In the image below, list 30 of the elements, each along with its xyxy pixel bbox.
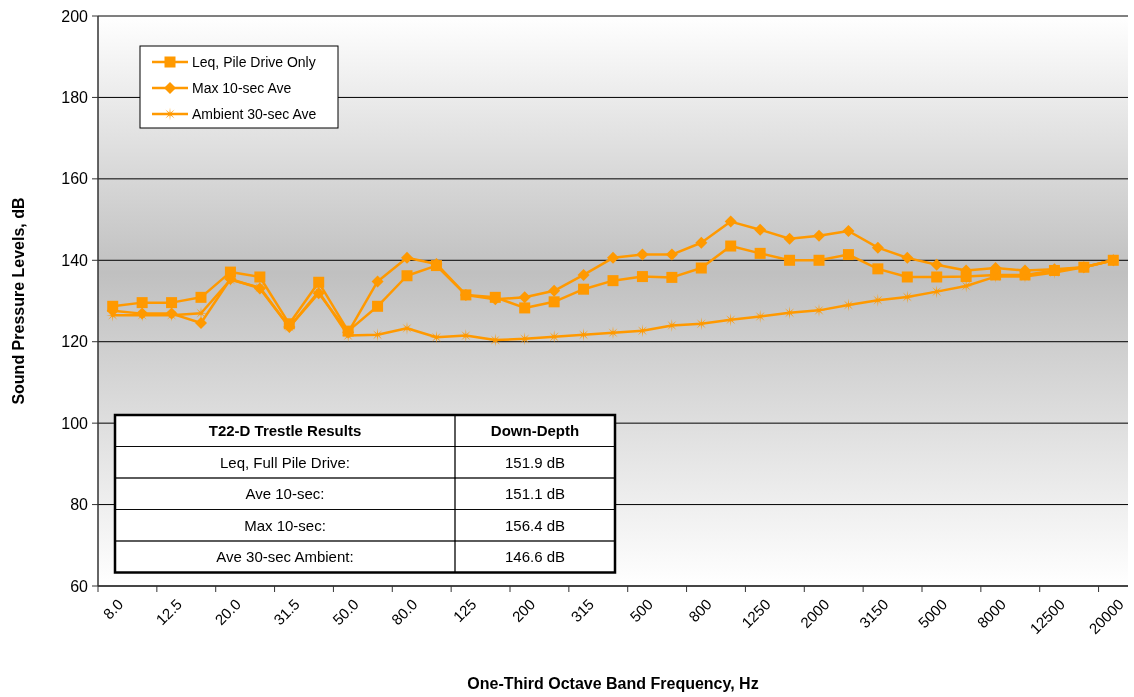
x-tick-label: 80.0 [387,595,421,629]
legend-label: Leq, Pile Drive Only [192,53,316,70]
annotation: Down-Depth [490,422,580,439]
annotation: Ave 10-sec: [245,485,325,502]
x-tick-label: 200 [508,595,539,626]
annotation: 156.4 dB [504,516,566,534]
y-tick-label: 200 [61,7,89,25]
legend-label: Max 10-sec Ave [192,79,292,96]
annotation: Leq, Full Pile Drive: [219,453,351,471]
y-axis-title: Sound Pressure Levels, dB [10,197,27,405]
y-tick-label: 160 [61,170,89,188]
y-tick-label: 100 [61,414,89,432]
y-tick-label: 60 [70,577,89,595]
x-tick-label: 500 [626,595,656,626]
y-tick-label: 120 [61,333,89,351]
y-tick-label: 80 [70,496,89,514]
annotation: 146.6 dB [504,548,566,565]
legend-label: Ambient 30-sec Ave [192,105,317,122]
x-tick-label: 8.0 [99,595,127,623]
x-axis-title: One-Third Octave Band Frequency, Hz [467,675,759,692]
annotation: Ave 30-sec Ambient: [216,548,354,565]
annotation: 151.1 dB [504,485,566,502]
annotation: 151.9 dB [504,453,566,471]
annotation: T22-D Trestle Results [208,422,362,439]
y-tick-label: 180 [61,89,89,107]
y-tick-label: 140 [61,251,89,269]
x-tick-label: 315 [567,595,598,626]
x-tick-label: 125 [449,595,480,626]
annotation: Max 10-sec: [244,516,326,534]
x-tick-label: 800 [685,595,715,626]
